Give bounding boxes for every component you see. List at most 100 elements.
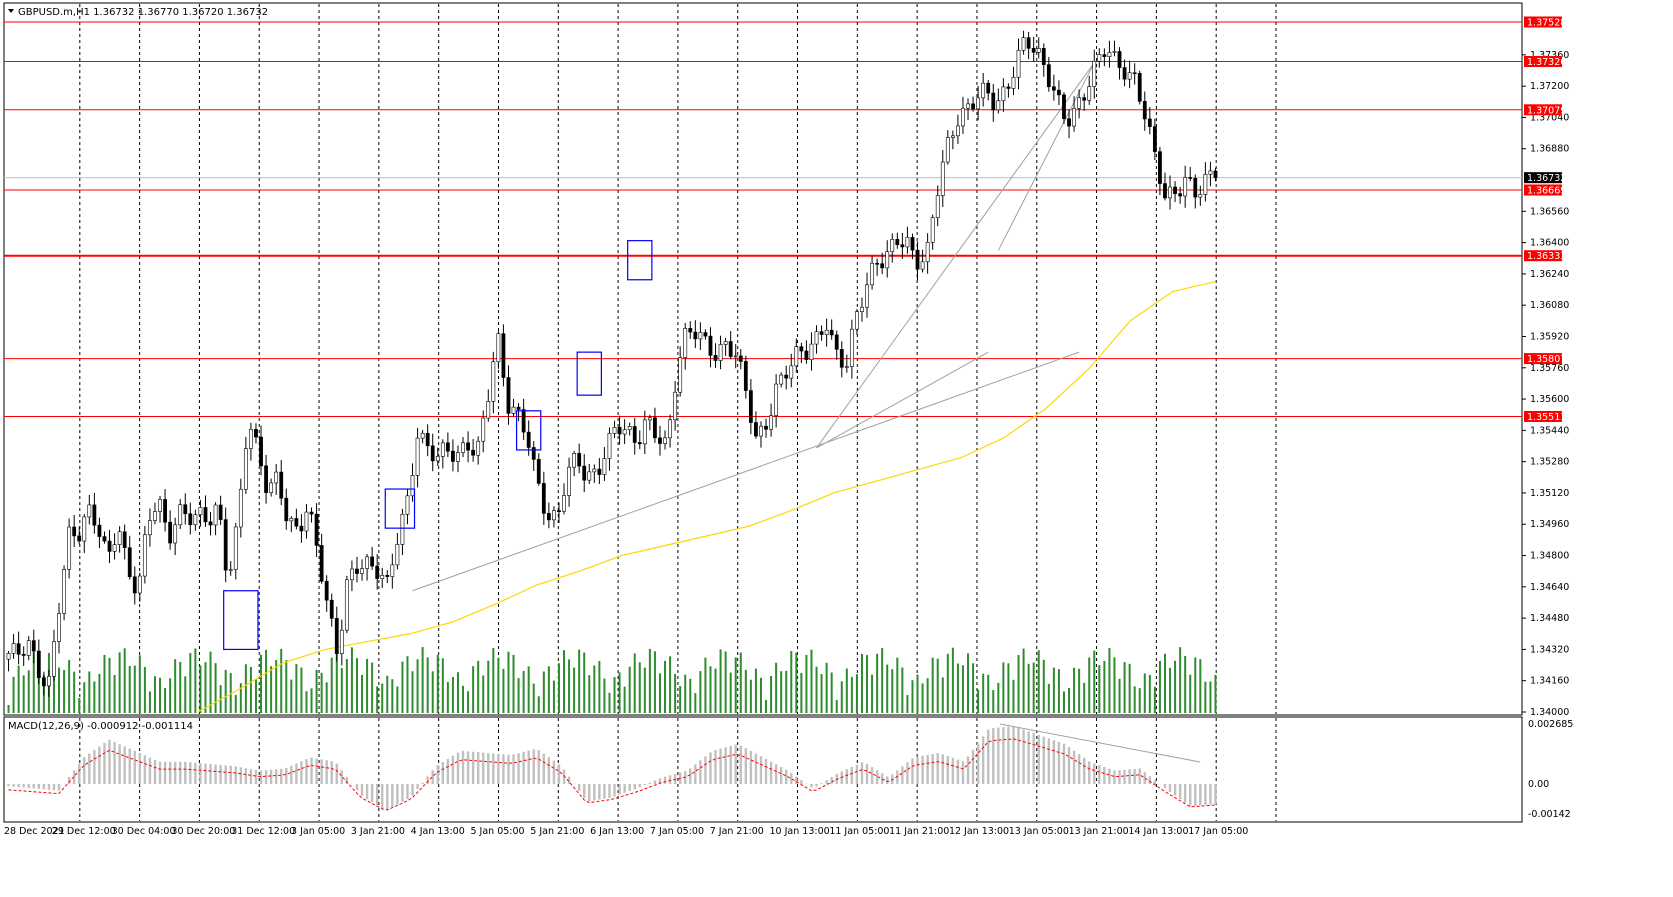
volume-bar [234, 694, 237, 713]
time-label: 7 Jan 05:00 [650, 826, 704, 837]
candle-body [602, 458, 607, 475]
macd-bar [951, 757, 955, 784]
macd-bar [441, 761, 445, 784]
volume-bar [1108, 648, 1111, 713]
macd-bar [613, 784, 616, 797]
volume-bar [305, 691, 308, 713]
volume-bar [290, 679, 293, 713]
macd-bar [875, 770, 879, 784]
candle-body [87, 504, 92, 518]
volume-bar [674, 673, 677, 713]
macd-bar [901, 766, 904, 784]
volume-bar [239, 683, 242, 713]
macd-histogram [7, 726, 1217, 810]
volume-bar [118, 652, 121, 713]
candle-body [127, 547, 132, 578]
macd-bar [461, 750, 465, 784]
candle-body [400, 513, 405, 545]
macd-bar [1163, 784, 1167, 789]
candle-body [1021, 37, 1026, 51]
candle-body [986, 82, 991, 94]
candle-body [445, 442, 450, 452]
candle-body [112, 544, 117, 552]
triangle-down-icon[interactable] [8, 9, 14, 13]
candle-body [804, 350, 809, 360]
volume-bar [866, 655, 869, 713]
candle-body [1142, 100, 1147, 120]
candle-body [743, 361, 748, 391]
macd-pane[interactable] [3, 716, 1523, 823]
macd-bar [47, 784, 51, 790]
macd-bar [360, 784, 364, 797]
volume-bar [209, 651, 212, 713]
macd-bar [365, 784, 369, 800]
volume-bar [749, 679, 752, 713]
macd-bar [128, 748, 131, 784]
volume-bar [355, 658, 358, 713]
macd-bar [860, 762, 864, 784]
volume-bar [512, 654, 515, 713]
macd-trendline [999, 723, 1201, 763]
macd-bar [512, 754, 515, 784]
candle-body [1117, 51, 1122, 68]
level-tag-label: 1.37326 [1527, 57, 1566, 68]
volume-bar [845, 668, 848, 713]
macd-bar [567, 776, 571, 784]
volume-bar [542, 671, 545, 713]
volume-bar [967, 653, 970, 713]
candle-body [1072, 108, 1076, 127]
volume-bar [199, 665, 202, 713]
volume-bar [754, 668, 757, 713]
candle-body [1067, 118, 1071, 127]
candle-body [481, 417, 486, 442]
candle-body [844, 366, 849, 368]
symbol-header: GBPUSD.m,H1 1.36732 1.36770 1.36720 1.36… [18, 7, 268, 18]
volume-bar [800, 672, 803, 713]
candle-body [203, 507, 208, 523]
candle-body [541, 483, 546, 514]
macd-bar [1072, 750, 1076, 784]
zone-boxes[interactable] [223, 240, 653, 651]
volume-bar [593, 665, 596, 713]
macd-bar [37, 784, 41, 789]
candle-body [405, 495, 410, 515]
candle-body [1102, 54, 1107, 57]
horizontal-levels [4, 21, 1522, 417]
volume-bar [98, 673, 101, 713]
candle-body [173, 524, 178, 544]
candle-body [451, 450, 455, 462]
volume-bar [997, 682, 1000, 713]
candles[interactable] [6, 30, 1218, 697]
candle-body [632, 426, 637, 443]
candle-body [546, 513, 551, 521]
volume-bar [381, 683, 384, 713]
macd-bar [1032, 733, 1035, 784]
macd-bar [633, 784, 636, 790]
macd-bar [774, 764, 778, 784]
candle-body [67, 526, 72, 570]
candle-body [592, 468, 597, 473]
macd-bar [987, 729, 990, 784]
macd-bar [204, 763, 207, 784]
candle-body [218, 504, 223, 520]
price-axis[interactable]: 1.37360 1.37200 1.37040 1.36880 1.36560 1.364… [1522, 50, 1569, 718]
candle-body [915, 249, 920, 270]
volume-bar [850, 676, 853, 713]
macd-bar [583, 784, 586, 799]
macd-bar [1077, 754, 1081, 784]
candle-body [254, 429, 258, 438]
macd-bar [22, 784, 25, 788]
macd-bar [1209, 784, 1212, 805]
candle-body [754, 422, 758, 437]
candle-body [582, 465, 587, 481]
volume-bar [295, 664, 298, 713]
candle-body [708, 335, 713, 356]
macd-bar [825, 780, 828, 784]
candle-body [905, 237, 910, 248]
candle-body [344, 579, 349, 631]
candle-body [910, 237, 915, 251]
candle-body [587, 471, 592, 481]
candle-body [1031, 47, 1036, 53]
